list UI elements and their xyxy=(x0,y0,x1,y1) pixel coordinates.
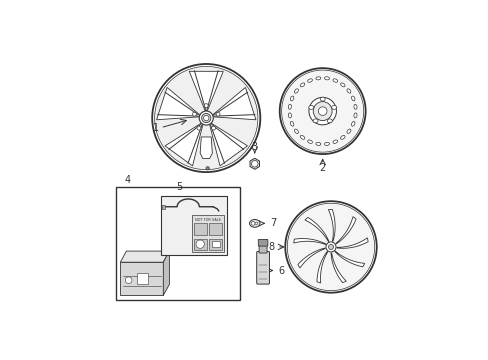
Circle shape xyxy=(125,277,132,284)
Circle shape xyxy=(201,113,210,123)
Text: NOT FOR SALE: NOT FOR SALE xyxy=(195,218,221,222)
Polygon shape xyxy=(335,217,355,244)
Bar xyxy=(137,273,148,284)
Ellipse shape xyxy=(332,79,337,82)
Circle shape xyxy=(199,111,213,125)
Bar xyxy=(160,196,226,255)
Ellipse shape xyxy=(300,83,304,87)
Circle shape xyxy=(205,167,209,170)
Text: 1: 1 xyxy=(153,123,159,133)
Bar xyxy=(193,239,207,250)
Bar xyxy=(116,187,239,300)
Bar xyxy=(120,262,163,296)
Ellipse shape xyxy=(288,104,291,109)
Polygon shape xyxy=(164,123,203,166)
Ellipse shape xyxy=(324,142,329,145)
Circle shape xyxy=(287,203,374,291)
Polygon shape xyxy=(120,251,169,262)
Polygon shape xyxy=(156,87,199,120)
Circle shape xyxy=(281,70,363,152)
Ellipse shape xyxy=(324,77,329,80)
Bar xyxy=(208,223,222,235)
Polygon shape xyxy=(297,248,325,268)
Bar xyxy=(193,223,207,235)
Ellipse shape xyxy=(308,105,313,109)
Circle shape xyxy=(328,244,333,249)
Text: 6: 6 xyxy=(278,266,284,275)
Ellipse shape xyxy=(353,113,356,118)
Circle shape xyxy=(308,97,336,125)
Ellipse shape xyxy=(340,135,345,139)
Bar xyxy=(162,204,165,209)
Ellipse shape xyxy=(294,129,298,134)
Ellipse shape xyxy=(315,142,320,145)
Ellipse shape xyxy=(300,135,304,139)
Polygon shape xyxy=(163,251,169,296)
Polygon shape xyxy=(334,251,364,267)
Ellipse shape xyxy=(290,121,293,126)
Ellipse shape xyxy=(332,140,337,143)
Polygon shape xyxy=(316,252,327,283)
Circle shape xyxy=(313,102,331,121)
Ellipse shape xyxy=(307,140,312,143)
Polygon shape xyxy=(328,210,334,241)
FancyBboxPatch shape xyxy=(259,245,266,253)
Circle shape xyxy=(196,240,204,248)
Polygon shape xyxy=(293,239,325,244)
Text: 8: 8 xyxy=(267,242,274,252)
Ellipse shape xyxy=(346,129,350,134)
Ellipse shape xyxy=(320,97,325,101)
Ellipse shape xyxy=(307,79,312,82)
Circle shape xyxy=(279,68,365,154)
Ellipse shape xyxy=(331,105,336,109)
Ellipse shape xyxy=(351,96,354,101)
Text: 7: 7 xyxy=(269,219,276,228)
Circle shape xyxy=(154,67,257,170)
Ellipse shape xyxy=(353,104,356,109)
Polygon shape xyxy=(249,158,259,169)
Circle shape xyxy=(204,104,208,108)
Text: 5: 5 xyxy=(176,182,182,192)
Ellipse shape xyxy=(288,113,291,118)
Ellipse shape xyxy=(346,89,350,93)
FancyBboxPatch shape xyxy=(256,251,269,284)
Ellipse shape xyxy=(255,222,257,225)
Polygon shape xyxy=(213,87,255,120)
Ellipse shape xyxy=(249,220,260,227)
Bar xyxy=(208,239,222,250)
Ellipse shape xyxy=(340,83,345,87)
Polygon shape xyxy=(305,217,328,242)
Ellipse shape xyxy=(326,119,331,123)
Text: 4: 4 xyxy=(124,175,130,185)
Circle shape xyxy=(251,161,258,167)
Text: 3: 3 xyxy=(251,142,257,152)
Ellipse shape xyxy=(312,119,318,123)
Circle shape xyxy=(318,107,326,116)
Ellipse shape xyxy=(290,96,293,101)
FancyBboxPatch shape xyxy=(258,239,267,246)
Polygon shape xyxy=(336,238,367,248)
Circle shape xyxy=(211,126,215,130)
Polygon shape xyxy=(189,71,223,111)
Bar xyxy=(192,215,224,252)
Polygon shape xyxy=(330,253,346,283)
Circle shape xyxy=(285,201,376,293)
Circle shape xyxy=(325,242,335,252)
Circle shape xyxy=(203,115,208,121)
Polygon shape xyxy=(209,123,247,166)
Circle shape xyxy=(197,126,201,130)
Ellipse shape xyxy=(315,77,320,80)
Circle shape xyxy=(192,112,196,116)
Circle shape xyxy=(216,112,220,116)
Text: 2: 2 xyxy=(319,163,325,174)
Ellipse shape xyxy=(351,121,354,126)
Ellipse shape xyxy=(251,221,255,225)
Ellipse shape xyxy=(294,89,298,93)
Polygon shape xyxy=(200,137,212,159)
Bar xyxy=(211,242,220,247)
